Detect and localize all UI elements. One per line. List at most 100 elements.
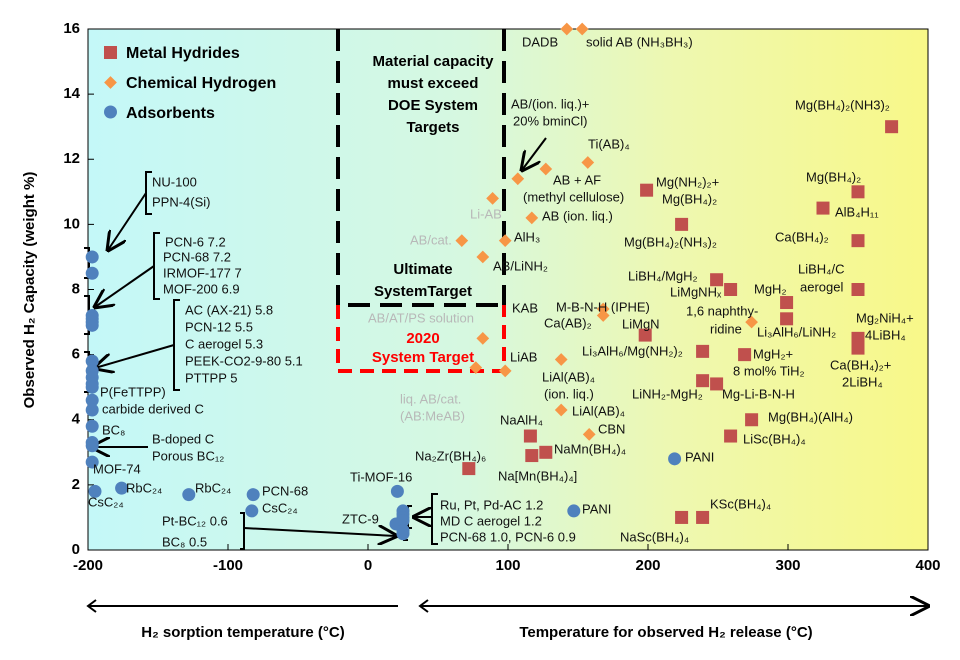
y-tick-label: 0 — [72, 541, 80, 558]
point-label: PTTPP 5 — [185, 370, 238, 385]
point-label: 1,6 naphthy- — [686, 303, 758, 318]
target-text: DOE System — [388, 97, 478, 114]
chemical-hydrogen-point — [469, 361, 483, 375]
x-axis-label: Temperature for observed H₂ release (°C) — [519, 624, 812, 641]
point-label: 2LiBH₄ — [842, 374, 883, 389]
adsorbent-point — [85, 354, 99, 368]
adsorbent-point — [390, 484, 404, 498]
point-label: P(FeTTPP) — [100, 384, 166, 399]
point-label: LiBH₄/MgH₂ — [628, 268, 698, 283]
point-label: carbide derived C — [102, 401, 204, 416]
point-label: RbC₂₄ — [126, 480, 162, 495]
point-label: M-B-N-H (IPHE) — [556, 299, 650, 314]
x-tick-label: 200 — [635, 557, 660, 574]
x-tick-label: 100 — [495, 557, 520, 574]
legend-entry: Metal Hydrides — [126, 45, 240, 62]
point-label: PCN-6 7.2 — [165, 234, 226, 249]
point-label: NaAlH₄ — [500, 412, 543, 427]
point-label: NU-100 — [152, 174, 197, 189]
point-label: NaMn(BH₄)₄ — [554, 441, 626, 456]
system-2020-target-line — [336, 305, 506, 373]
point-label: (AB:MeAB) — [400, 408, 465, 423]
ultimate-target-line — [336, 29, 506, 307]
point-label: PCN-68 — [262, 483, 308, 498]
metal-hydride-point — [675, 217, 689, 231]
metal-hydride-point — [710, 273, 724, 287]
legend-entry: Chemical Hydrogen — [126, 75, 276, 92]
adsorbent-point — [85, 455, 99, 469]
point-label: MOF-74 — [93, 461, 141, 476]
adsorbent-point — [85, 439, 99, 453]
y-tick-label: 6 — [72, 346, 80, 363]
point-label: AlB₄H₁₁ — [835, 204, 879, 219]
x-tick-label: -200 — [73, 557, 103, 574]
chemical-hydrogen-point — [486, 191, 499, 205]
metal-hydride-point — [696, 344, 710, 358]
adsorbent-point — [567, 504, 581, 518]
point-label: LiMgNHₓ — [670, 284, 722, 299]
target-text: must exceed — [388, 75, 479, 92]
adsorbent-point — [668, 452, 682, 466]
metal-hydride-point — [696, 510, 710, 524]
legend-circle-marker — [104, 105, 117, 119]
y-tick-label: 16 — [63, 20, 80, 37]
y-tick-label: 14 — [63, 85, 80, 102]
metal-hydride-point — [851, 341, 865, 355]
metal-hydride-point — [696, 374, 710, 388]
chemical-hydrogen-point — [476, 331, 490, 345]
point-label: Li₃AlH₆/LiNH₂ — [757, 324, 836, 339]
point-label: AB/AT/PS solution — [368, 310, 474, 325]
point-label: Mg₂NiH₄+ — [856, 310, 914, 325]
point-label: ZTC-9 — [342, 511, 379, 526]
point-label: Ca(BH₄)₂ — [775, 229, 829, 244]
y-tick-label: 12 — [63, 150, 80, 167]
legend-entry: Adsorbents — [126, 105, 215, 122]
chemical-hydrogen-point — [476, 250, 490, 264]
point-label: MgH₂+ — [753, 346, 793, 361]
y-tick-label: 2 — [72, 476, 80, 493]
chemical-hydrogen-point — [498, 364, 512, 378]
point-label: Na₂Zr(BH₄)₆ — [415, 448, 486, 463]
point-label: MOF-200 6.9 — [163, 281, 240, 296]
point-label: PANI — [582, 501, 611, 516]
point-label: (methyl cellulose) — [523, 189, 624, 204]
system-2020-label: System Target — [372, 349, 474, 366]
point-label: Mg(BH₄)₂(NH3)₂ — [795, 97, 890, 112]
metal-hydride-point — [738, 348, 752, 362]
point-label: Mg(BH₄)₂(NH₃)₂ — [624, 234, 717, 249]
point-label: CBN — [598, 421, 625, 436]
point-label: Mg-Li-B-N-H — [722, 386, 795, 401]
point-label: AC (AX-21) 5.8 — [185, 302, 273, 317]
adsorbent-point — [85, 419, 99, 433]
point-label: BC₈ 0.5 — [162, 534, 207, 549]
point-label: LiAl(AB)₄ — [542, 369, 595, 384]
point-label: LiBH₄/C — [798, 261, 844, 276]
adsorbent-point — [85, 266, 99, 280]
point-label: AB/LiNH₂ — [493, 258, 548, 273]
point-label: 20% bminCl) — [513, 113, 587, 128]
point-label: Mg(BH₄)₂ — [806, 169, 861, 184]
point-label: LiAl(AB)₄ — [572, 403, 625, 418]
point-label: AB/(ion. liq.)+ — [511, 96, 589, 111]
metal-hydride-point — [851, 234, 865, 248]
point-label: Mg(BH₄)₂ — [662, 191, 717, 206]
point-label: LiSc(BH₄)₄ — [743, 431, 806, 446]
point-label: Porous BC₁₂ — [152, 448, 224, 463]
point-label: aerogel — [800, 279, 843, 294]
metal-hydride-point — [640, 183, 654, 197]
metal-hydride-point — [885, 120, 899, 134]
point-label: PEEK-CO2-9-80 5.1 — [185, 353, 303, 368]
adsorbent-point — [182, 488, 196, 502]
point-label: AlH₃ — [514, 229, 540, 244]
metal-hydride-point — [724, 429, 738, 443]
point-label: PCN-12 5.5 — [185, 319, 253, 334]
point-label: AB/cat. — [410, 232, 452, 247]
y-axis-label: Observed H₂ Capacity (weight %) — [21, 172, 38, 409]
point-label: Na[Mn(BH₄)₄] — [498, 468, 577, 483]
axes: 0 2 4 6 8 10 12 14 16 -200 -100 0 100 200 300 400 — [63, 20, 940, 574]
point-label: PANI — [685, 449, 714, 464]
plot-area — [87, 28, 929, 551]
system-2020-label: 2020 — [406, 330, 439, 347]
metal-hydride-point — [745, 413, 759, 427]
